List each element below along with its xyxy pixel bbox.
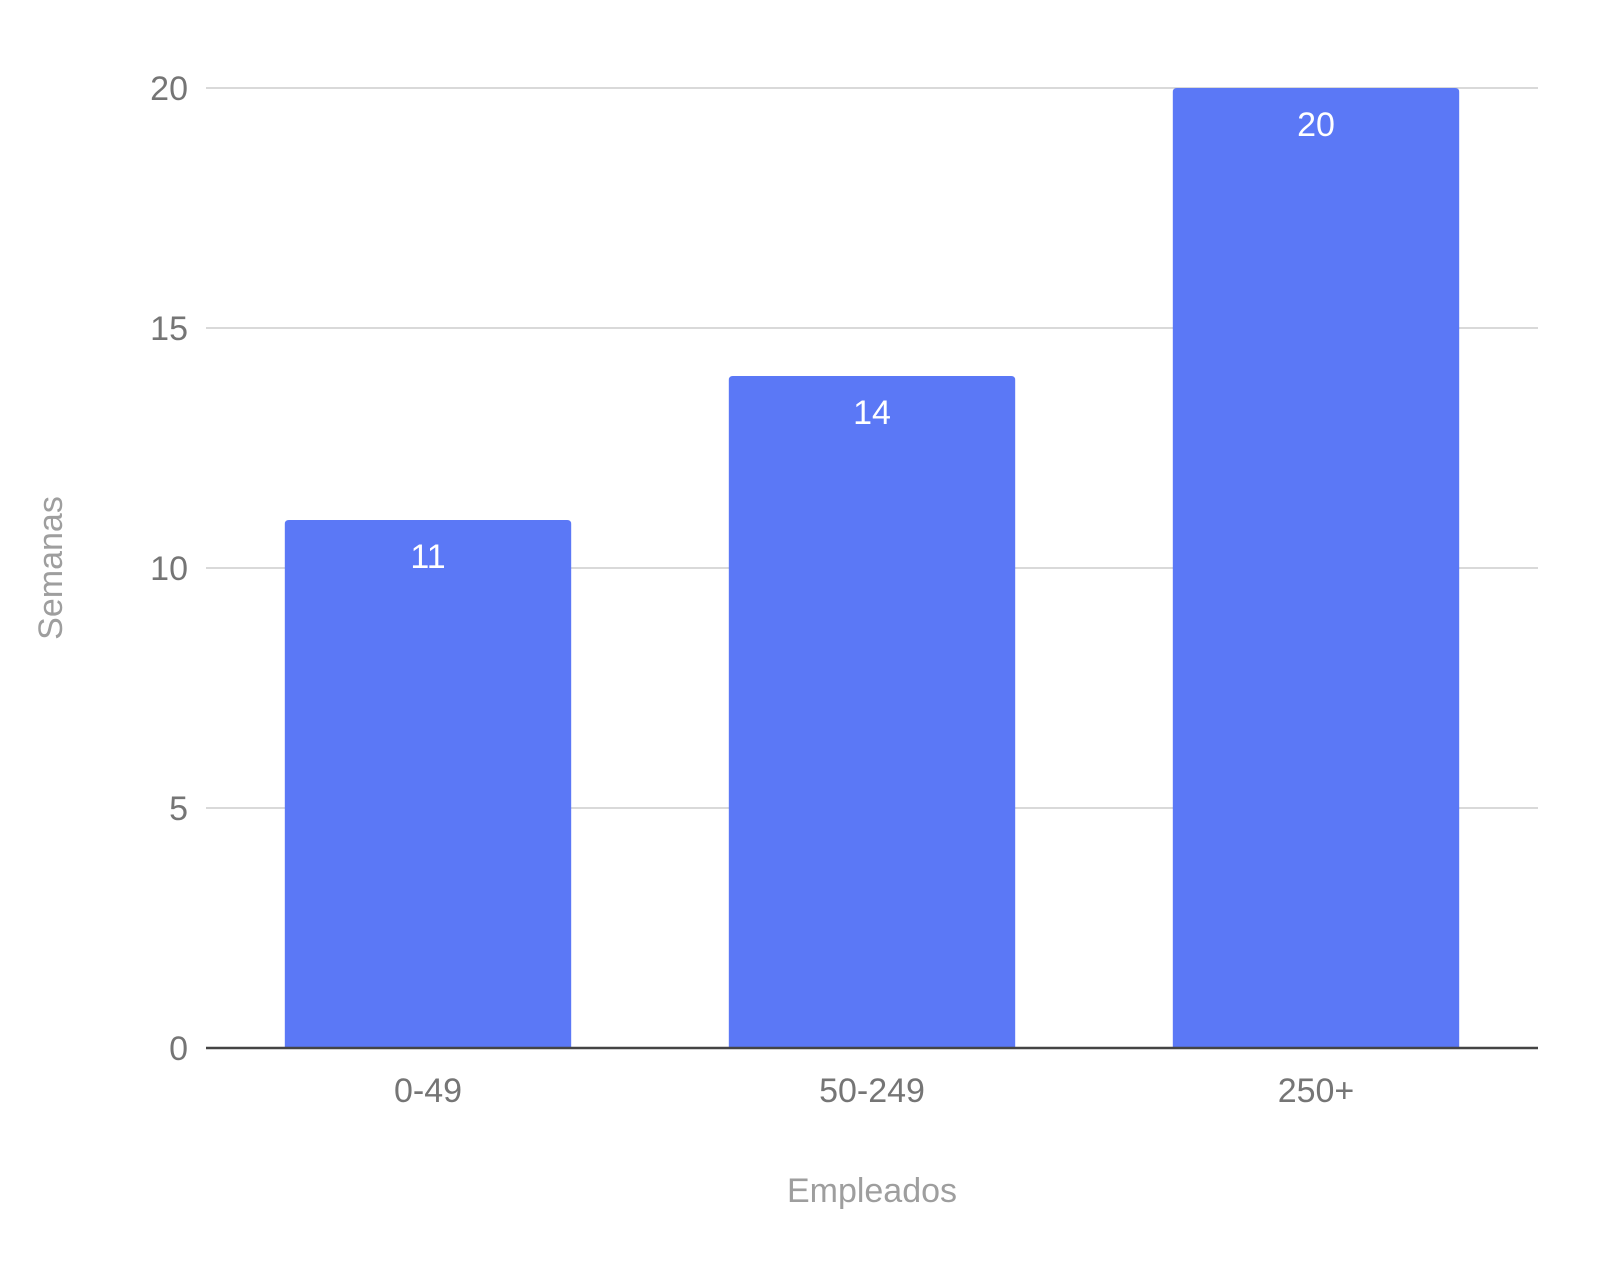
y-tick-label: 10 bbox=[150, 550, 188, 588]
bars: 11 14 20 bbox=[284, 88, 1460, 1048]
bar-250+ bbox=[1172, 88, 1460, 1048]
bar-0-49 bbox=[284, 520, 572, 1048]
x-axis-title: Empleados bbox=[787, 1172, 957, 1210]
y-tick-label: 0 bbox=[169, 1030, 188, 1068]
y-tick-label: 5 bbox=[169, 790, 188, 828]
x-tick-label: 250+ bbox=[1278, 1072, 1355, 1110]
bar-50-249 bbox=[728, 376, 1016, 1048]
bar-value-label: 11 bbox=[410, 538, 445, 576]
y-axis-ticks: 0 5 10 15 20 bbox=[150, 70, 188, 1068]
bar-value-label: 20 bbox=[1297, 106, 1335, 144]
y-axis-title: Semanas bbox=[32, 496, 70, 640]
y-tick-label: 15 bbox=[150, 310, 188, 348]
x-tick-label: 50-249 bbox=[819, 1072, 925, 1110]
x-axis-ticks: 0-49 50-249 250+ bbox=[394, 1072, 1354, 1110]
y-tick-label: 20 bbox=[150, 70, 188, 108]
x-tick-label: 0-49 bbox=[394, 1072, 462, 1110]
bar-value-label: 14 bbox=[853, 394, 891, 432]
